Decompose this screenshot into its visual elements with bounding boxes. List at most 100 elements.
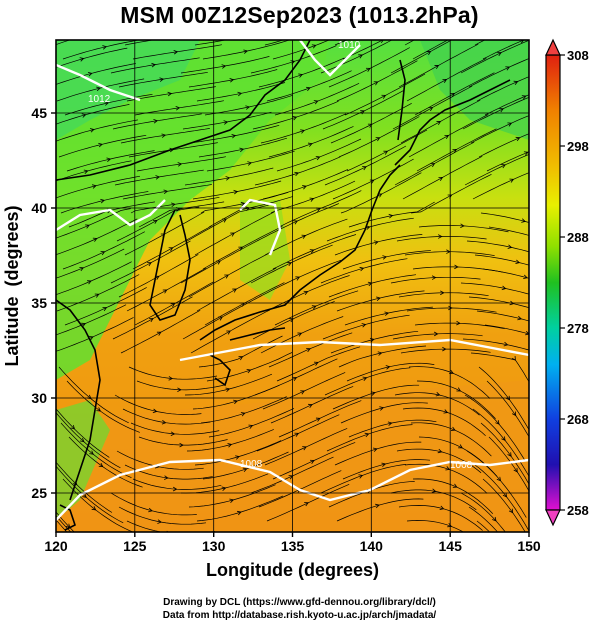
streamline-arrow: [152, 408, 158, 414]
streamline-arrow: [501, 164, 506, 169]
streamline-arrow: [372, 26, 376, 29]
colorbar: 308 298 288 278 268 258: [545, 38, 589, 527]
streamline-arrow: [94, 31, 98, 35]
streamline-arrow: [502, 492, 508, 498]
streamline-arrow: [302, 446, 307, 451]
streamline-arrow: [300, 129, 305, 134]
streamline-arrow: [504, 549, 508, 553]
streamline-arrow: [98, 142, 103, 148]
streamline-arrow: [301, 234, 307, 239]
streamline-arrow: [384, 311, 390, 316]
streamline-arrow: [359, 266, 365, 272]
streamline-arrow: [289, 318, 294, 323]
x-tick-label: 120: [44, 538, 68, 554]
streamline-arrow: [233, 399, 238, 405]
streamline-arrow: [102, 306, 108, 312]
streamline-arrow: [443, 409, 449, 414]
streamline-arrow: [161, 420, 167, 425]
colorbar-tick-label: 308: [567, 48, 589, 63]
streamline-arrow: [91, 184, 97, 189]
streamline-arrow: [364, 432, 370, 438]
streamline-arrow: [238, 356, 244, 361]
streamline-arrow: [106, 157, 112, 162]
streamline-arrow: [428, 107, 434, 112]
streamline-arrow: [246, 368, 252, 374]
streamline-arrow: [233, 189, 239, 195]
streamline-arrow: [365, 67, 371, 72]
streamline-arrow: [426, 51, 432, 56]
streamline-arrow: [444, 134, 450, 139]
streamline-arrow: [525, 330, 529, 336]
streamline-arrow: [435, 392, 441, 397]
streamline-arrow: [308, 403, 313, 409]
streamline-arrow: [247, 161, 253, 166]
streamline-arrow: [361, 323, 367, 328]
streamline-arrow: [240, 201, 246, 207]
streamline-arrow: [179, 442, 184, 448]
streamline-arrow: [98, 462, 104, 468]
streamline-arrow: [304, 31, 308, 35]
streamline-arrow: [454, 264, 459, 270]
streamline-arrow: [232, 288, 238, 293]
streamline-arrow: [94, 293, 100, 298]
streamline-arrow: [387, 421, 393, 426]
streamline-arrow: [438, 176, 444, 181]
streamline-arrow: [520, 40, 525, 44]
colorbar-tick-label: 298: [567, 139, 589, 154]
streamline-arrow: [508, 508, 514, 514]
streamline-arrow: [162, 289, 168, 294]
streamline-arrow: [225, 387, 231, 392]
streamline-arrow: [92, 237, 98, 242]
y-tick-label: 30: [31, 390, 47, 406]
streamline-arrow: [79, 437, 85, 443]
streamline-arrow: [433, 331, 439, 337]
streamline-arrow: [313, 361, 319, 366]
streamline-arrow: [304, 502, 309, 507]
streamline-arrow: [153, 119, 159, 124]
streamline-arrow: [170, 431, 176, 436]
streamline-arrow: [499, 108, 504, 113]
streamline-arrow: [168, 376, 174, 381]
streamline-arrow: [237, 91, 243, 97]
streamline-arrow: [242, 467, 248, 472]
y-axis-title: Latitude (degrees): [2, 205, 22, 366]
gridlines: [56, 40, 529, 532]
streamline-arrow: [239, 147, 245, 153]
x-tick-label: 150: [517, 538, 541, 554]
streamline-arrow: [309, 249, 315, 254]
streamline-arrow: [313, 100, 319, 105]
streamline-arrow: [216, 260, 221, 265]
streamline-arrow: [381, 462, 387, 467]
streamline-arrow: [430, 163, 436, 168]
streamline-arrow: [85, 549, 89, 553]
streamline-arrow: [85, 224, 90, 229]
streamline-arrow: [302, 185, 307, 190]
streamline-arrow: [307, 142, 313, 147]
x-tick-label: 145: [439, 538, 463, 554]
streamline-arrow: [460, 223, 465, 228]
streamline-arrow: [177, 162, 183, 167]
streamline-arrow: [226, 330, 231, 335]
streamline-arrow: [159, 77, 165, 82]
streamline: [404, 40, 415, 46]
streamline-arrow: [509, 178, 515, 183]
x-tick-marks: [55, 532, 530, 537]
contour-label: 1012: [88, 94, 111, 105]
streamline-arrow: [222, 218, 227, 223]
streamline-arrow: [513, 80, 519, 85]
streamline-arrow: [373, 81, 379, 86]
streamline-arrow: [517, 315, 523, 321]
streamline-arrow: [372, 447, 378, 452]
streamline-arrow: [88, 336, 94, 341]
streamline: [468, 506, 498, 532]
streamline-arrow: [170, 303, 176, 308]
streamline-arrow: [229, 498, 235, 504]
streamline-arrow: [456, 387, 462, 392]
streamline-arrow: [306, 347, 311, 353]
streamline-arrow: [167, 91, 173, 97]
streamline-arrow: [83, 169, 89, 174]
y-tick-label: 45: [31, 105, 47, 121]
streamline-arrow: [102, 45, 108, 50]
streamline-arrow: [458, 444, 463, 449]
